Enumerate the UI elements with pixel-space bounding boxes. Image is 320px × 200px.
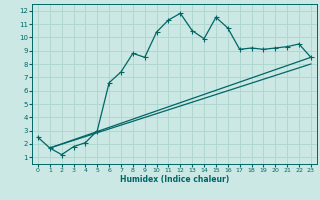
X-axis label: Humidex (Indice chaleur): Humidex (Indice chaleur) xyxy=(120,175,229,184)
